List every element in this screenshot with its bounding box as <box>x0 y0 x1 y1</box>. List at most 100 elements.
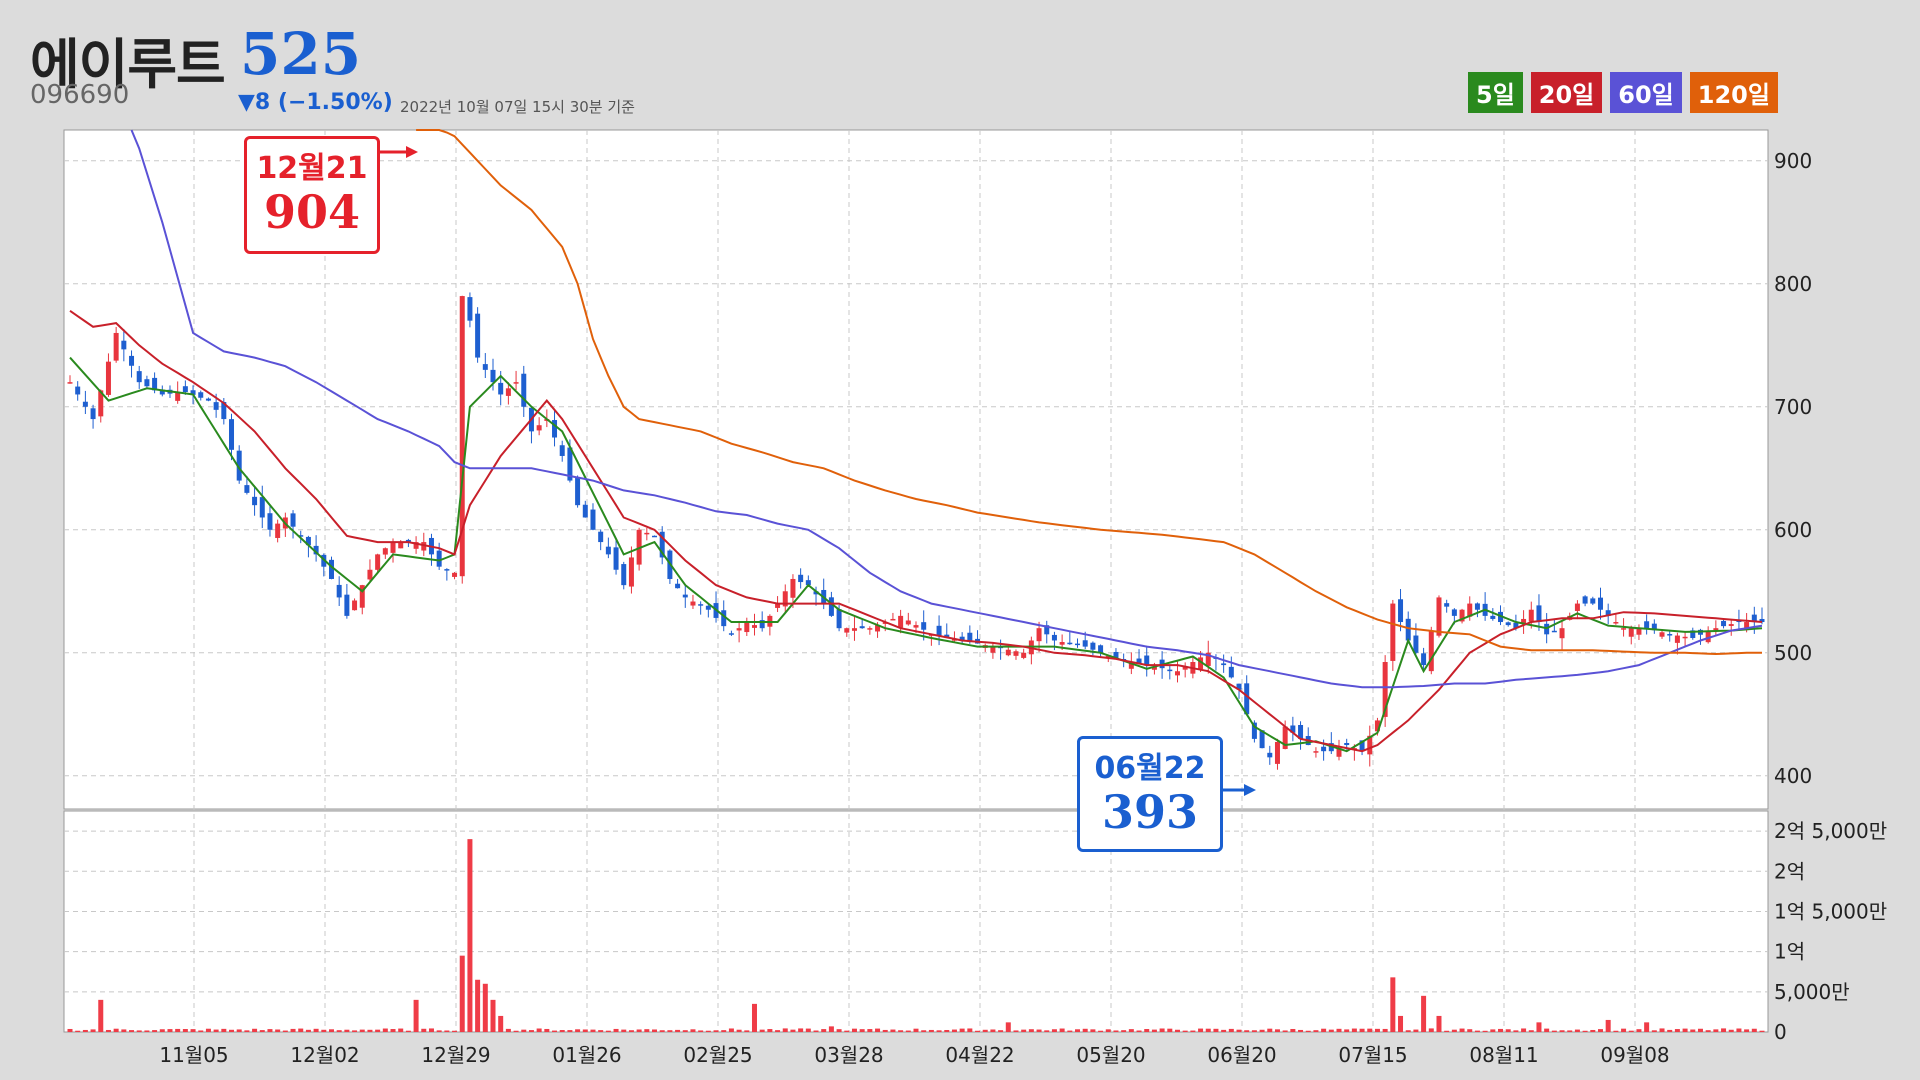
volume-bar <box>190 1029 196 1032</box>
volume-bar <box>267 1029 273 1032</box>
volume-bar <box>1228 1028 1234 1032</box>
candle-body <box>1467 603 1473 617</box>
volume-bar <box>1090 1029 1096 1032</box>
volume-bar <box>1551 1030 1557 1032</box>
legend-ma60: 60일 <box>1610 72 1682 113</box>
candle-body <box>867 628 873 630</box>
candle-body <box>1667 634 1673 636</box>
volume-bar <box>782 1028 788 1032</box>
volume-bar <box>436 1030 442 1032</box>
volume-bar <box>252 1028 258 1032</box>
volume-bar <box>905 1030 911 1032</box>
candle-body <box>1390 603 1396 661</box>
volume-panel <box>63 810 1769 1033</box>
candle-body <box>144 379 150 387</box>
volume-bar <box>198 1030 204 1032</box>
candle-body <box>1144 655 1150 666</box>
volume-bar <box>775 1030 781 1032</box>
volume-bar <box>259 1030 265 1032</box>
candle-body <box>244 485 250 493</box>
volume-bar <box>1413 1029 1419 1032</box>
volume-bar <box>336 1030 342 1032</box>
volume-bar <box>444 1030 450 1032</box>
candle-body <box>1459 609 1465 622</box>
volume-bar <box>513 1030 519 1032</box>
candle-body <box>1075 643 1081 646</box>
candle-body <box>1721 620 1727 627</box>
volume-bar <box>898 1030 904 1032</box>
candle-body <box>1551 630 1557 633</box>
price-tick-label: 400 <box>1774 764 1812 788</box>
candle-body <box>1236 683 1242 690</box>
candle-body <box>613 547 619 570</box>
candle-body <box>105 361 111 395</box>
volume-bar <box>1590 1029 1596 1032</box>
candle-body <box>1344 742 1350 746</box>
candle-body <box>1513 622 1519 629</box>
volume-bar <box>390 1029 396 1032</box>
candle-body <box>275 523 281 538</box>
volume-bar <box>1136 1030 1142 1032</box>
candle-body <box>1536 605 1542 623</box>
candle-body <box>905 620 911 625</box>
volume-tick-label: 1억 <box>1774 940 1805 964</box>
candle-body <box>1690 630 1696 639</box>
volume-bar <box>559 1030 565 1032</box>
candle-body <box>1659 632 1665 637</box>
volume-bar <box>698 1030 704 1032</box>
volume-bar <box>536 1028 542 1032</box>
candle-body <box>1259 730 1265 749</box>
candle-body <box>1751 614 1757 623</box>
volume-bar <box>1544 1028 1550 1032</box>
volume-bar <box>682 1030 688 1032</box>
candle-body <box>936 625 942 636</box>
low-date: 06월22 <box>1094 751 1206 786</box>
candle-body <box>1059 642 1065 645</box>
price-tick-label: 600 <box>1774 518 1812 542</box>
volume-bar <box>313 1028 319 1032</box>
candle-body <box>1490 615 1496 619</box>
volume-bar <box>767 1029 773 1032</box>
volume-bar <box>1528 1030 1534 1032</box>
volume-bar <box>944 1029 950 1032</box>
volume-bar <box>413 999 419 1032</box>
candle-body <box>344 594 350 616</box>
candle-body <box>782 591 788 607</box>
current-price: 525 <box>240 20 362 88</box>
stock-code: 096690 <box>30 80 130 110</box>
candle-body <box>1228 666 1234 678</box>
volume-bar <box>936 1030 942 1032</box>
candle-body <box>1005 649 1011 656</box>
candle-body <box>236 450 242 481</box>
candle-body <box>921 622 927 630</box>
legend-ma120: 120일 <box>1689 72 1778 113</box>
candle-body <box>1651 623 1657 631</box>
volume-bar <box>890 1029 896 1032</box>
candle-body <box>213 402 219 410</box>
volume-bar <box>728 1028 734 1032</box>
volume-bar <box>1382 1028 1388 1032</box>
volume-bar <box>1067 1030 1073 1032</box>
volume-tick-label: 2억 <box>1774 859 1805 883</box>
volume-bar <box>1536 1022 1542 1032</box>
candle-body <box>1067 642 1073 645</box>
volume-bar <box>805 1028 811 1032</box>
volume-bar <box>321 1029 327 1032</box>
candle-body <box>1405 618 1411 641</box>
x-tick-label: 01월26 <box>552 1043 621 1067</box>
volume-bar <box>875 1028 881 1032</box>
candle-body <box>1428 631 1434 672</box>
candle-body <box>1182 666 1188 670</box>
candle-body <box>1036 628 1042 642</box>
candle-body <box>452 572 458 577</box>
volume-bar <box>1028 1029 1034 1032</box>
candle-body <box>844 628 850 633</box>
volume-bar <box>1567 1030 1573 1032</box>
volume-bar <box>452 1030 458 1032</box>
candle-body <box>505 388 511 396</box>
volume-bar <box>105 1029 111 1032</box>
candle-body <box>1013 651 1019 656</box>
candle-body <box>559 445 565 456</box>
volume-bar <box>975 1030 981 1032</box>
price-tick-label: 900 <box>1774 149 1812 173</box>
